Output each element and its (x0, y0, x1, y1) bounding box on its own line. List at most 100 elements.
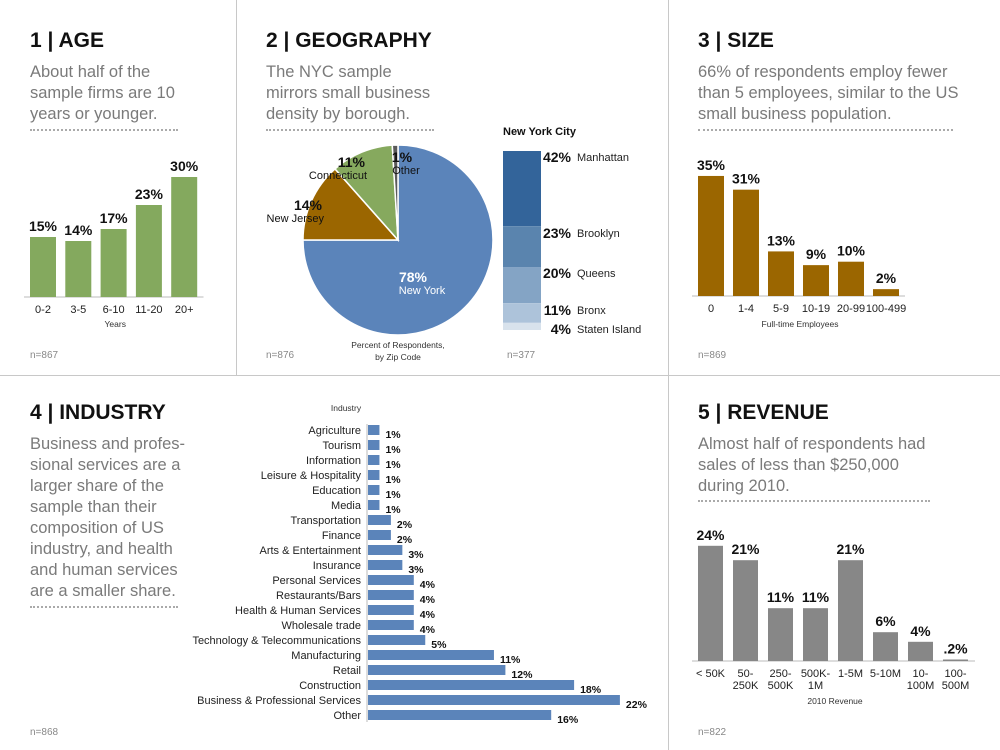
data-label: 1% (385, 504, 401, 516)
tick-label: 10-19 (802, 303, 830, 315)
tick-label: 1-4 (738, 303, 754, 315)
bar (368, 575, 414, 585)
data-label: 35% (697, 157, 726, 173)
pie-slice (391, 144, 399, 241)
panel-description: The NYC sample mirrors small business de… (266, 63, 431, 123)
axis-label: Full-time Employees (762, 319, 839, 329)
bar (368, 545, 403, 555)
segment-name: Brooklyn (577, 228, 620, 240)
stacked-segment (503, 151, 541, 227)
data-label: 42% (543, 149, 572, 165)
bar (768, 608, 793, 661)
category-label: Transportation (290, 515, 361, 527)
data-label: 10% (837, 243, 866, 259)
bar (838, 560, 863, 661)
segment-name: Manhattan (577, 152, 629, 164)
chart-title: New York City (503, 126, 577, 138)
tick-label: 50-250K (733, 668, 759, 692)
data-label: 4% (420, 579, 436, 591)
data-label: 13% (767, 232, 796, 248)
sample-size: n=867 (30, 350, 59, 361)
data-label: 15% (29, 218, 58, 234)
bar (368, 425, 380, 435)
tick-label: 500K-1M (801, 668, 831, 692)
data-label: 21% (836, 541, 865, 557)
sample-size-nyc: n=377 (507, 350, 536, 361)
tick-label: 0 (708, 303, 714, 315)
data-label: 12% (511, 669, 533, 681)
data-label: 1% (385, 444, 401, 456)
data-label: 4% (420, 594, 436, 606)
bar (368, 665, 506, 675)
category-label: Agriculture (308, 425, 361, 437)
bar (368, 695, 620, 705)
divider (266, 129, 434, 131)
data-label: 22% (626, 699, 648, 711)
bar (100, 229, 127, 297)
bar (698, 545, 723, 661)
stacked-segment (503, 322, 541, 330)
category-label: Tourism (322, 440, 361, 452)
category-label: Finance (322, 530, 361, 542)
category-label: Retail (333, 665, 361, 677)
data-label: .2% (943, 641, 968, 657)
pie-slice (302, 167, 400, 241)
category-label: Leisure & Hospitality (261, 470, 362, 482)
panel-title: 5 | REVENUE (698, 401, 829, 424)
sample-size: n=868 (30, 727, 59, 738)
bar (368, 560, 403, 570)
slice-value: 11% (338, 154, 366, 170)
tick-label: 3-5 (70, 304, 86, 316)
slice-value: 14% (294, 197, 323, 213)
bar (368, 710, 552, 720)
category-label: Health & Human Services (235, 605, 361, 617)
data-label: 11% (500, 654, 521, 666)
bar (368, 620, 414, 630)
sample-size: n=876 (266, 350, 295, 361)
divider (698, 129, 953, 131)
bar (873, 632, 898, 661)
data-label: 1% (385, 489, 401, 501)
segment-name: Bronx (577, 305, 606, 317)
category-label: Arts & Entertainment (260, 545, 362, 557)
bar (368, 455, 380, 465)
tick-label: 20-99 (837, 303, 865, 315)
axis-label: Years (105, 319, 126, 329)
data-label: 4% (910, 623, 931, 639)
divider (30, 129, 178, 131)
data-label: 2% (397, 519, 413, 531)
stacked-segment (503, 267, 541, 304)
bar (838, 261, 864, 296)
panel-description: Business and profes-sional services are … (30, 435, 186, 600)
panel-title: 1 | AGE (30, 29, 104, 52)
category-label: Education (312, 485, 361, 497)
panel-description: 66% of respondents employ fewer than 5 e… (698, 63, 959, 123)
data-label: 18% (580, 684, 602, 696)
category-label: Technology & Telecommunications (192, 635, 361, 647)
tick-label: 5-9 (773, 303, 789, 315)
stacked-segment (503, 226, 541, 268)
panel-title: 2 | GEOGRAPHY (266, 29, 432, 52)
chart-title: Percent of Respondents, by Zip Code (351, 340, 445, 362)
divider (30, 606, 178, 608)
bar (733, 560, 758, 661)
bar (368, 650, 494, 660)
data-label: 3% (408, 549, 424, 561)
bar (698, 175, 724, 296)
slice-value: 1% (392, 149, 413, 165)
category-label: Other (333, 710, 361, 722)
divider (698, 500, 930, 502)
bar (368, 530, 391, 540)
data-label: 24% (696, 527, 725, 543)
data-label: 3% (408, 564, 424, 576)
tick-label: 5-10M (870, 668, 901, 680)
pie-slice (302, 144, 494, 336)
data-label: 1% (385, 474, 401, 486)
tick-label: 6-10 (103, 304, 125, 316)
data-label: 5% (431, 639, 447, 651)
tick-label: 250-500K (768, 668, 794, 692)
tick-label: 100-500M (942, 668, 970, 692)
chart-title: Industry (331, 403, 362, 413)
bar (873, 289, 899, 296)
